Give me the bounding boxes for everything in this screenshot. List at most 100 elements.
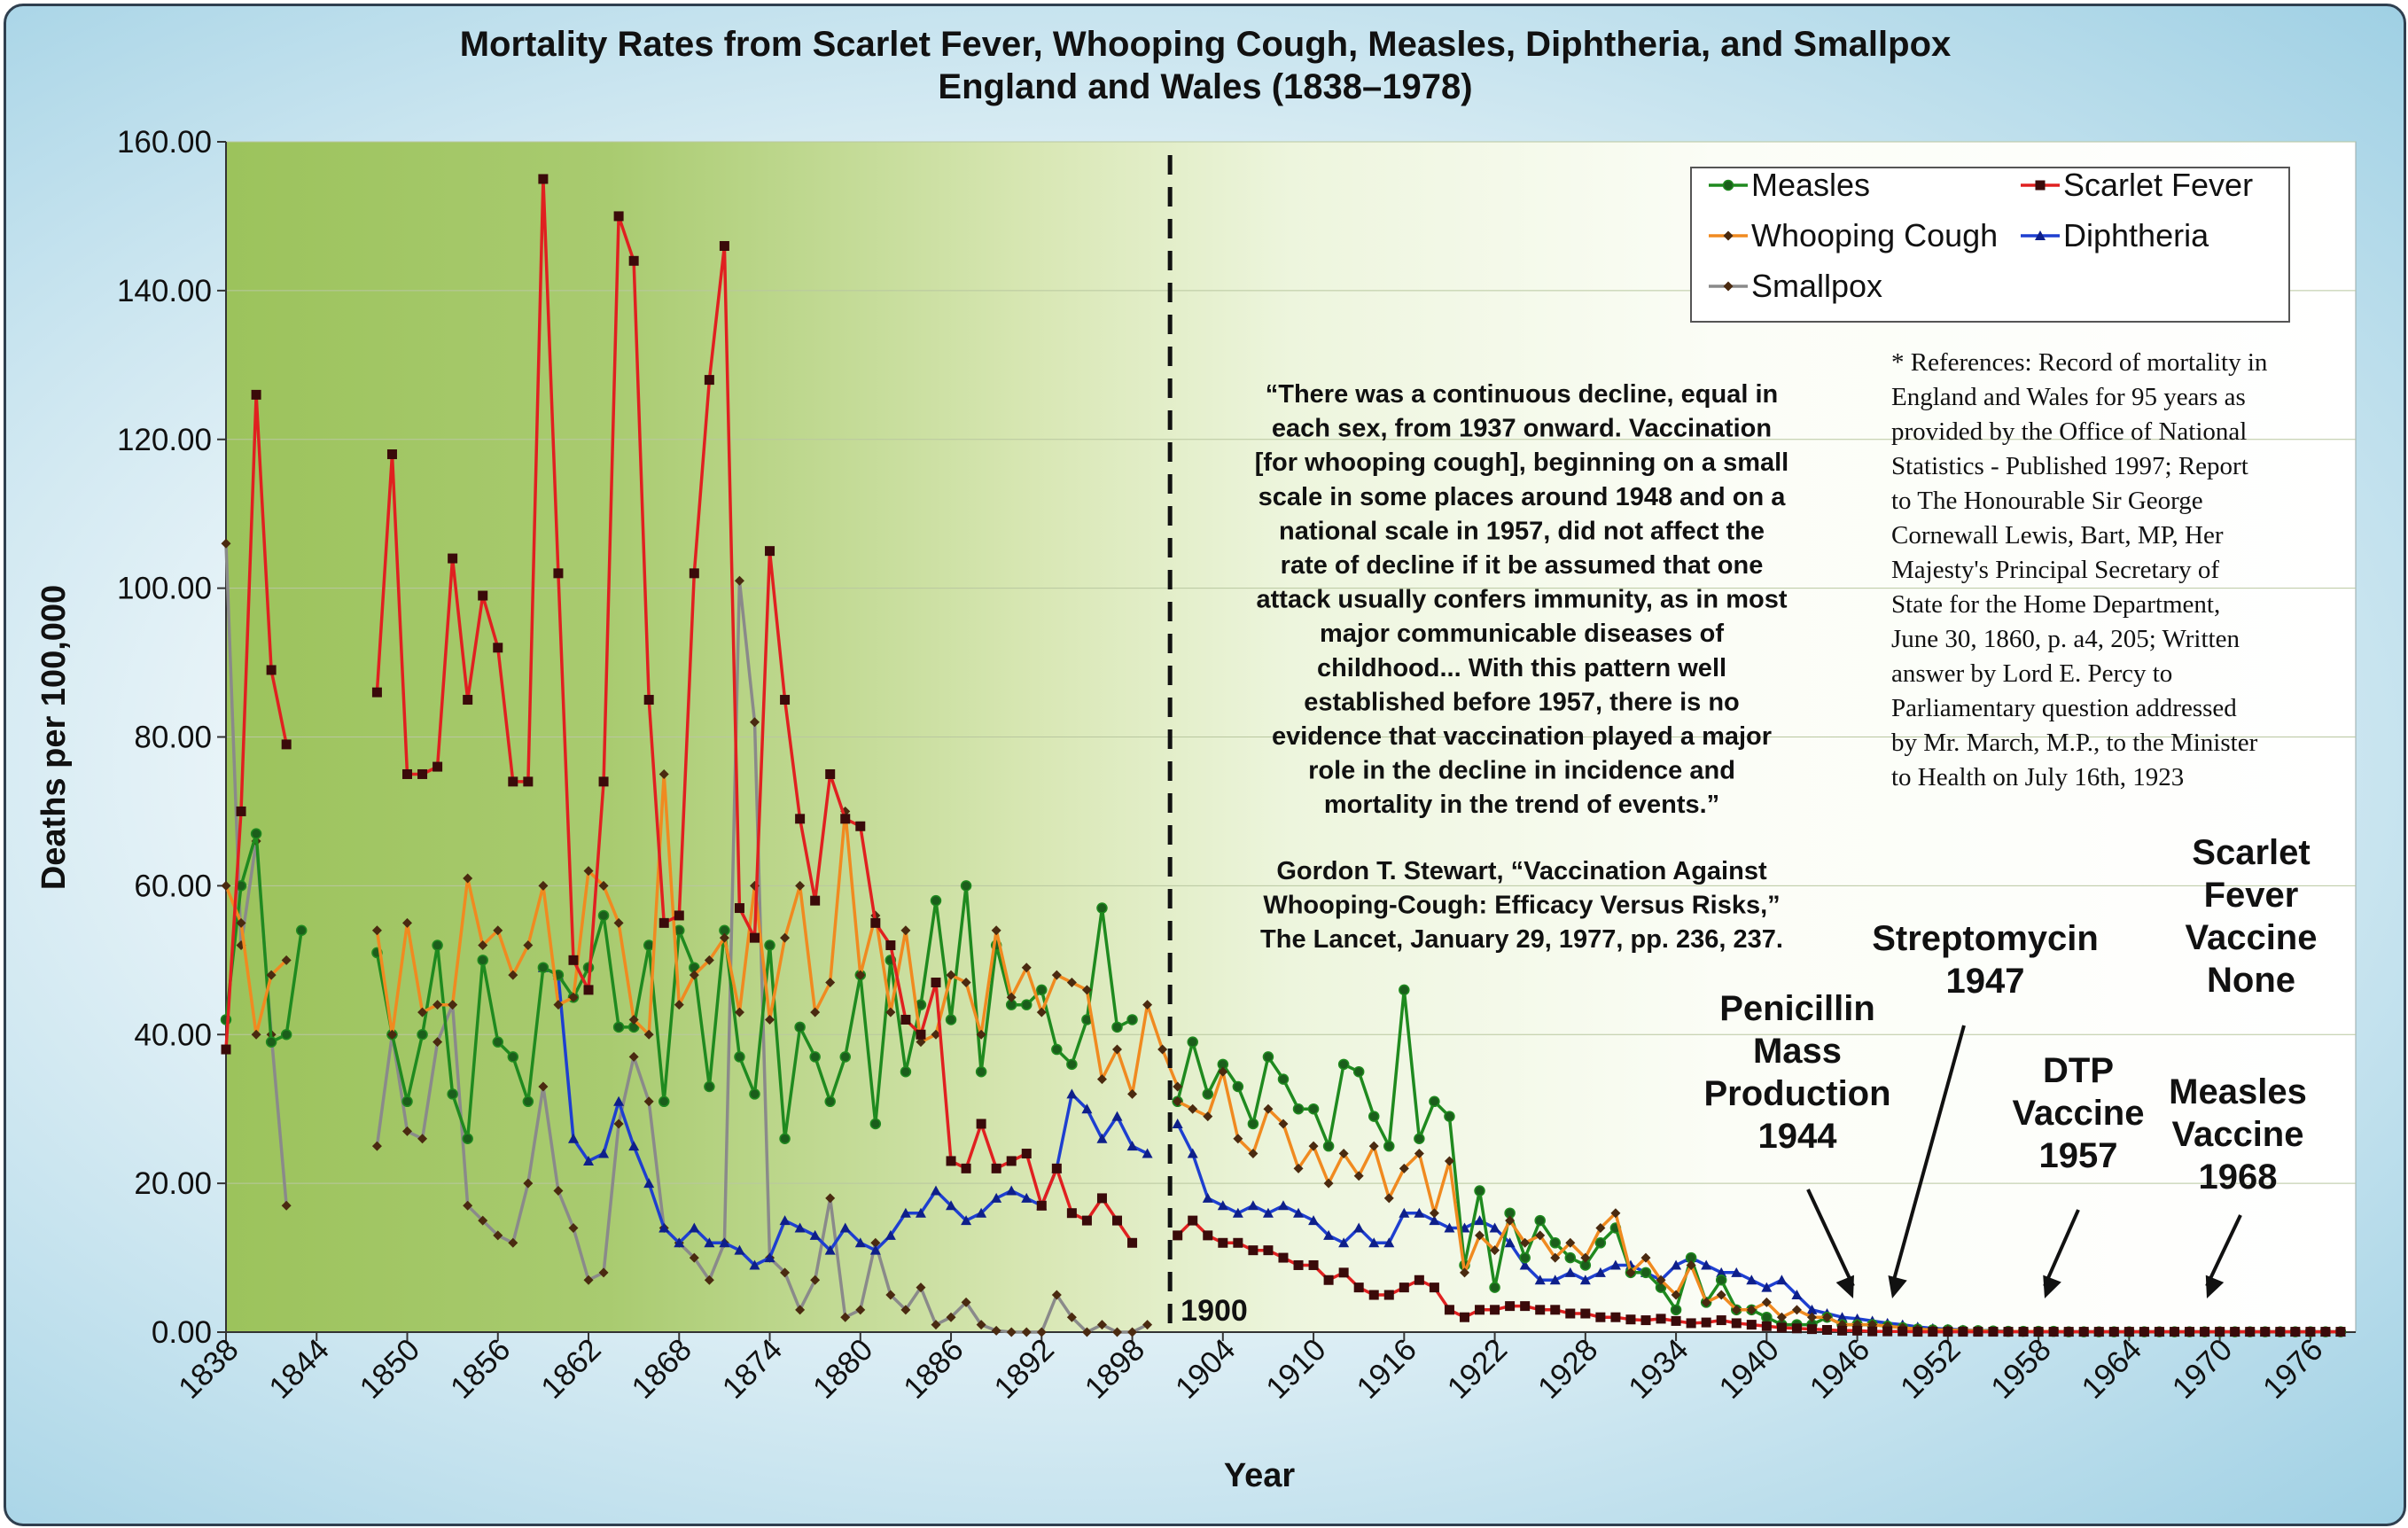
data-point xyxy=(945,1014,957,1025)
data-point xyxy=(839,1051,851,1063)
data-point xyxy=(2230,1327,2240,1337)
data-point xyxy=(1399,1207,1410,1218)
reference-line: State for the Home Department, xyxy=(1891,590,2220,619)
data-point xyxy=(1776,1322,1787,1333)
data-point xyxy=(2185,1327,2195,1337)
x-tick-label: 1970 xyxy=(2166,1332,2240,1406)
data-point xyxy=(1248,1245,1259,1256)
x-tick-label: 1946 xyxy=(1804,1332,1877,1406)
x-tick-label: 1964 xyxy=(2075,1332,2148,1406)
data-point xyxy=(1610,1312,1621,1322)
data-point xyxy=(478,1215,488,1226)
data-point xyxy=(1383,1193,1394,1204)
series-scarlet-fever xyxy=(221,174,2346,1337)
data-point xyxy=(1293,1163,1304,1173)
data-point xyxy=(1142,1148,1153,1158)
data-point xyxy=(236,917,246,928)
data-point xyxy=(643,939,655,951)
quote-line: mortality in the trend of events.” xyxy=(1324,791,1719,819)
data-point xyxy=(1776,1275,1788,1285)
annotation-line: DTP xyxy=(2043,1051,2114,1090)
data-point xyxy=(1549,1237,1561,1249)
data-point xyxy=(612,1021,625,1033)
y-tick-label: 80.00 xyxy=(134,721,212,755)
data-point xyxy=(1066,1312,1077,1322)
data-point xyxy=(824,1244,836,1255)
x-tick-label: 1868 xyxy=(625,1332,698,1406)
data-point xyxy=(704,1275,714,1285)
data-point xyxy=(1338,1267,1349,1278)
data-point xyxy=(976,1207,987,1218)
x-tick-label: 1976 xyxy=(2256,1332,2330,1406)
data-point xyxy=(1096,1193,1107,1204)
data-point xyxy=(749,717,760,728)
data-point xyxy=(1006,1185,1017,1196)
data-point xyxy=(401,1095,413,1108)
data-point xyxy=(764,939,775,951)
data-point xyxy=(840,1312,851,1322)
data-point xyxy=(613,1095,625,1106)
data-point xyxy=(433,761,443,772)
reference-line: England and Wales for 95 years as xyxy=(1891,383,2246,411)
legend-marker xyxy=(1723,281,1734,292)
data-point xyxy=(1429,1215,1440,1226)
annotation-arrow xyxy=(2205,1214,2242,1287)
legend-marker xyxy=(2035,230,2046,240)
data-point xyxy=(280,1029,292,1041)
data-point xyxy=(1188,1103,1198,1114)
data-point xyxy=(689,1252,699,1263)
data-point xyxy=(493,643,503,653)
data-point xyxy=(1414,1149,1424,1159)
data-point xyxy=(855,1305,866,1315)
quote-line: evidence that vaccination played a major xyxy=(1272,722,1772,751)
data-point xyxy=(447,1088,458,1100)
data-point xyxy=(251,389,261,400)
data-point xyxy=(1262,1207,1274,1218)
data-point xyxy=(1489,1222,1500,1233)
data-point xyxy=(1202,1192,1213,1203)
data-point xyxy=(1278,1119,1289,1129)
data-point xyxy=(493,925,503,936)
data-point xyxy=(1187,1036,1198,1048)
data-point xyxy=(1701,1259,1712,1270)
data-point xyxy=(1399,984,1410,996)
data-point xyxy=(749,932,760,943)
x-tick-label: 1880 xyxy=(807,1332,880,1406)
annotation-arrow xyxy=(1890,1025,1966,1287)
data-point xyxy=(492,1036,504,1048)
data-point xyxy=(1323,1229,1335,1240)
data-point xyxy=(463,695,473,706)
data-point xyxy=(1006,992,1017,1002)
x-tick-label: 1934 xyxy=(1622,1332,1695,1406)
data-point xyxy=(250,828,262,839)
data-point xyxy=(1307,1103,1320,1115)
data-point xyxy=(2063,1327,2074,1337)
x-tick-label: 1874 xyxy=(716,1332,790,1406)
data-point xyxy=(1444,1222,1455,1233)
data-point xyxy=(1852,1325,1863,1336)
data-point xyxy=(463,873,473,884)
data-point xyxy=(1913,1327,1923,1337)
data-point xyxy=(1836,1312,1848,1322)
data-point xyxy=(583,1275,594,1285)
data-point xyxy=(1550,1252,1561,1263)
x-tick-label: 1904 xyxy=(1169,1332,1243,1406)
data-point xyxy=(916,1029,926,1040)
data-point xyxy=(1716,1290,1726,1300)
data-point xyxy=(704,1080,715,1093)
data-point xyxy=(704,375,714,386)
data-point xyxy=(508,970,518,980)
data-point xyxy=(719,241,729,252)
quote-line: [for whooping cough], beginning on a sma… xyxy=(1255,448,1789,477)
data-point xyxy=(961,1215,972,1226)
data-point xyxy=(567,1133,579,1143)
data-point xyxy=(386,1029,397,1040)
data-point xyxy=(1580,1252,1591,1263)
data-point xyxy=(1504,1237,1516,1248)
data-point xyxy=(931,977,941,987)
data-point xyxy=(1549,1275,1561,1285)
data-point xyxy=(1898,1326,1908,1337)
data-point xyxy=(946,1200,957,1211)
data-point xyxy=(824,1095,836,1108)
data-point xyxy=(1822,1324,1833,1335)
